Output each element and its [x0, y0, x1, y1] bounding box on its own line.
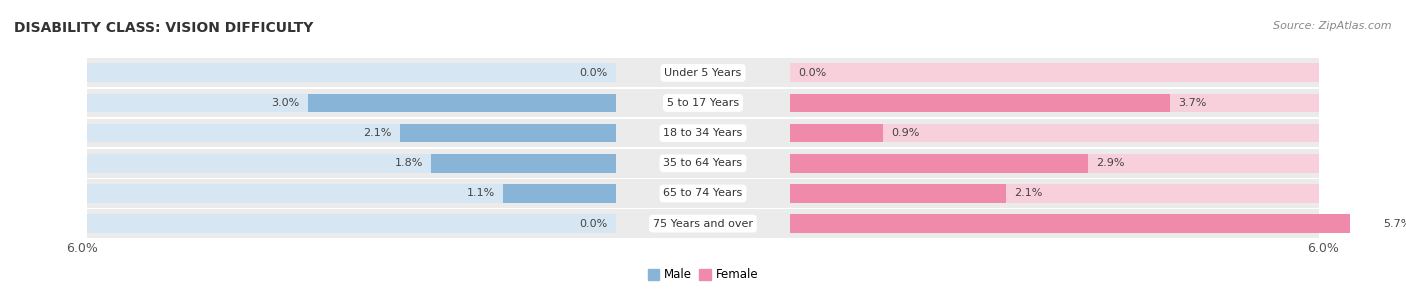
Bar [790, 94, 1170, 112]
Bar [87, 64, 616, 82]
Text: 35 to 64 Years: 35 to 64 Years [664, 158, 742, 168]
Text: Source: ZipAtlas.com: Source: ZipAtlas.com [1274, 21, 1392, 31]
Text: 1.1%: 1.1% [467, 188, 495, 199]
Bar [790, 94, 1319, 112]
Bar [87, 184, 616, 203]
Bar [790, 154, 1088, 173]
Text: 0.0%: 0.0% [799, 68, 827, 78]
Bar [87, 119, 1319, 147]
Text: 1.8%: 1.8% [394, 158, 423, 168]
Bar [87, 179, 1319, 208]
Bar [790, 214, 1375, 233]
Legend: Male, Female: Male, Female [643, 264, 763, 286]
Text: 5.7%: 5.7% [1384, 219, 1406, 229]
Text: 5 to 17 Years: 5 to 17 Years [666, 98, 740, 108]
Text: 65 to 74 Years: 65 to 74 Years [664, 188, 742, 199]
Text: 6.0%: 6.0% [1308, 242, 1340, 255]
Bar [790, 214, 1319, 233]
Text: 3.7%: 3.7% [1178, 98, 1206, 108]
Text: 2.9%: 2.9% [1097, 158, 1125, 168]
Text: Under 5 Years: Under 5 Years [665, 68, 741, 78]
Text: 0.0%: 0.0% [579, 68, 607, 78]
Bar [87, 94, 616, 112]
Bar [87, 124, 616, 143]
Bar [87, 214, 616, 233]
Bar [432, 154, 616, 173]
Bar [790, 64, 1319, 82]
Text: 3.0%: 3.0% [271, 98, 299, 108]
Text: 0.0%: 0.0% [579, 219, 607, 229]
Text: DISABILITY CLASS: VISION DIFFICULTY: DISABILITY CLASS: VISION DIFFICULTY [14, 21, 314, 35]
Text: 75 Years and over: 75 Years and over [652, 219, 754, 229]
Text: 6.0%: 6.0% [66, 242, 98, 255]
Bar [401, 124, 616, 143]
Bar [790, 184, 1005, 203]
Bar [87, 154, 616, 173]
Bar [790, 124, 1319, 143]
Bar [87, 58, 1319, 87]
Text: 18 to 34 Years: 18 to 34 Years [664, 128, 742, 138]
Bar [87, 89, 1319, 117]
Bar [87, 149, 1319, 178]
Text: 2.1%: 2.1% [1014, 188, 1042, 199]
Bar [790, 124, 883, 143]
Bar [87, 209, 1319, 238]
Bar [308, 94, 616, 112]
Bar [790, 154, 1319, 173]
Bar [503, 184, 616, 203]
Text: 0.9%: 0.9% [891, 128, 920, 138]
Bar [790, 184, 1319, 203]
Text: 2.1%: 2.1% [364, 128, 392, 138]
